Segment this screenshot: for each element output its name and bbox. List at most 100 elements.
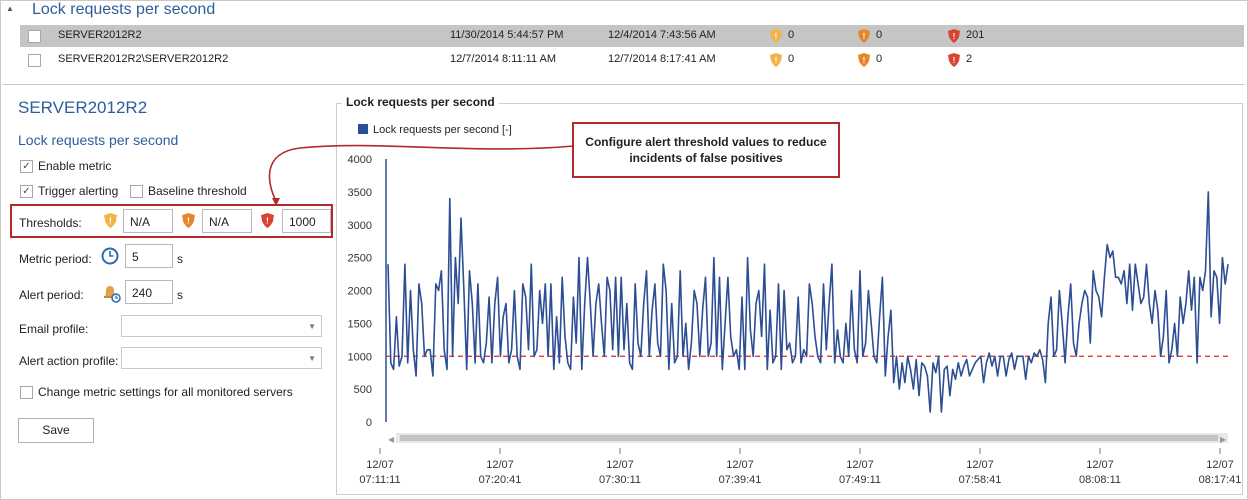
trigger-alerting-checkbox[interactable]: ✓ xyxy=(20,185,33,198)
table-row[interactable]: SERVER2012R2\SERVER2012R2 12/7/2014 8:11… xyxy=(20,49,1244,71)
y-tick-label: 3000 xyxy=(348,220,372,232)
alert-count: 0 xyxy=(876,29,883,41)
svg-text:!: ! xyxy=(266,216,269,226)
x-tick-label: 07:39:41 xyxy=(719,474,762,486)
last-occurrence: 12/4/2014 7:43:56 AM xyxy=(608,29,716,41)
y-tick-label: 0 xyxy=(366,417,372,429)
x-tick-label: 12/07 xyxy=(1086,459,1114,471)
baseline-threshold-label: Baseline threshold xyxy=(148,184,247,198)
trigger-alerting-label: Trigger alerting xyxy=(38,184,119,198)
warning-shield-icon: ! xyxy=(770,53,782,67)
chevron-down-icon: ▼ xyxy=(308,322,316,331)
server-name: SERVER2012R2 xyxy=(58,29,142,41)
y-tick-label: 1500 xyxy=(348,318,372,330)
x-tick-label: 12/07 xyxy=(966,459,994,471)
panel-title: Lock requests per second xyxy=(32,1,216,18)
critical-count: 2 xyxy=(966,53,973,65)
save-button[interactable]: Save xyxy=(18,418,94,443)
y-tick-label: 2500 xyxy=(348,253,372,265)
x-tick-label: 07:11:11 xyxy=(359,474,400,486)
change-all-servers-label: Change metric settings for all monitored… xyxy=(38,385,293,399)
threshold-highlight-box xyxy=(10,204,333,238)
collapse-arrow-icon[interactable]: ▲ xyxy=(6,4,14,13)
metric-period-input[interactable]: 5 xyxy=(125,244,173,268)
metric-period-label: Metric period: xyxy=(19,252,92,266)
enable-metric-checkbox[interactable]: ✓ xyxy=(20,160,33,173)
alert-action-profile-select[interactable]: ▼ xyxy=(121,347,322,369)
svg-text:!: ! xyxy=(953,32,956,41)
chevron-down-icon: ▼ xyxy=(308,354,316,363)
scroll-left-icon[interactable]: ◀ xyxy=(388,435,395,444)
y-tick-label: 3500 xyxy=(348,187,372,199)
chart-group xyxy=(336,103,1243,495)
svg-text:!: ! xyxy=(863,32,866,41)
threshold-high-input[interactable]: 1000 xyxy=(282,209,331,233)
warning-shield-icon: ! xyxy=(104,213,117,228)
table-row[interactable]: SERVER2012R2 11/30/2014 5:44:57 PM 12/4/… xyxy=(20,25,1244,47)
alert-period-unit: s xyxy=(177,288,183,302)
enable-metric-label: Enable metric xyxy=(38,159,112,173)
first-occurrence: 12/7/2014 8:11:11 AM xyxy=(450,53,557,65)
line-chart: Lock requests per second [-] 0 500 1000 150… xyxy=(348,124,1242,486)
svg-text:!: ! xyxy=(187,216,190,226)
alert-action-profile-label: Alert action profile: xyxy=(19,354,119,368)
alert-period-input[interactable]: 240 xyxy=(125,280,173,304)
email-profile-label: Email profile: xyxy=(19,322,89,336)
metric-period-unit: s xyxy=(177,252,183,266)
chart-title: Lock requests per second xyxy=(342,95,499,109)
scroll-right-icon[interactable]: ▶ xyxy=(1220,435,1227,444)
metric-title: Lock requests per second xyxy=(18,132,179,148)
svg-text:!: ! xyxy=(775,32,778,41)
x-tick-label: 12/07 xyxy=(366,459,394,471)
x-tick-label: 12/07 xyxy=(1206,459,1234,471)
critical-count: 201 xyxy=(966,29,985,41)
warning-count: 0 xyxy=(788,29,795,41)
x-tick-label: 08:08:11 xyxy=(1079,474,1121,486)
alert-period-label: Alert period: xyxy=(19,288,84,302)
x-tick-label: 07:20:41 xyxy=(479,474,522,486)
x-tick-label: 07:30:11 xyxy=(599,474,641,486)
x-tick-label: 12/07 xyxy=(486,459,514,471)
y-tick-label: 4000 xyxy=(348,154,372,166)
email-profile-select[interactable]: ▼ xyxy=(121,315,322,337)
critical-shield-icon: ! xyxy=(261,213,274,228)
baseline-threshold-checkbox[interactable] xyxy=(130,185,143,198)
threshold-low-input[interactable]: N/A xyxy=(123,209,173,233)
threshold-medium-input[interactable]: N/A xyxy=(202,209,252,233)
thresholds-label: Thresholds: xyxy=(19,216,82,230)
callout-box: Configure alert threshold values to redu… xyxy=(572,122,840,178)
alert-shield-icon: ! xyxy=(182,213,195,228)
alert-shield-icon: ! xyxy=(858,53,870,67)
row-checkbox[interactable] xyxy=(28,54,41,67)
series-line xyxy=(387,191,1229,413)
y-tick-label: 2000 xyxy=(348,286,372,298)
first-occurrence: 11/30/2014 5:44:57 PM xyxy=(450,29,564,41)
alert-bell-icon xyxy=(104,286,121,303)
alert-shield-icon: ! xyxy=(858,29,870,43)
legend-label: Lock requests per second [-] xyxy=(373,124,512,136)
svg-text:!: ! xyxy=(953,56,956,65)
server-name: SERVER2012R2\SERVER2012R2 xyxy=(58,53,229,65)
x-tick-label: 08:17:41 xyxy=(1199,474,1242,486)
x-tick-label: 12/07 xyxy=(606,459,634,471)
x-tick-label: 07:49:11 xyxy=(839,474,881,486)
svg-text:!: ! xyxy=(109,216,112,226)
critical-shield-icon: ! xyxy=(948,29,960,43)
y-tick-label: 500 xyxy=(354,384,372,396)
svg-text:!: ! xyxy=(775,56,778,65)
warning-count: 0 xyxy=(788,53,795,65)
clock-icon xyxy=(101,247,119,265)
warning-shield-icon: ! xyxy=(770,29,782,43)
legend-swatch xyxy=(358,124,368,134)
row-checkbox[interactable] xyxy=(28,30,41,43)
change-all-servers-checkbox[interactable] xyxy=(20,386,33,399)
chart-scrollbar-thumb[interactable] xyxy=(400,435,1218,441)
critical-shield-icon: ! xyxy=(948,53,960,67)
x-tick-label: 07:58:41 xyxy=(959,474,1002,486)
y-tick-label: 1000 xyxy=(348,351,372,363)
x-tick-label: 12/07 xyxy=(726,459,754,471)
x-tick-label: 12/07 xyxy=(846,459,874,471)
panel-splitter[interactable] xyxy=(2,84,1244,85)
last-occurrence: 12/7/2014 8:17:41 AM xyxy=(608,53,716,65)
svg-text:!: ! xyxy=(863,56,866,65)
